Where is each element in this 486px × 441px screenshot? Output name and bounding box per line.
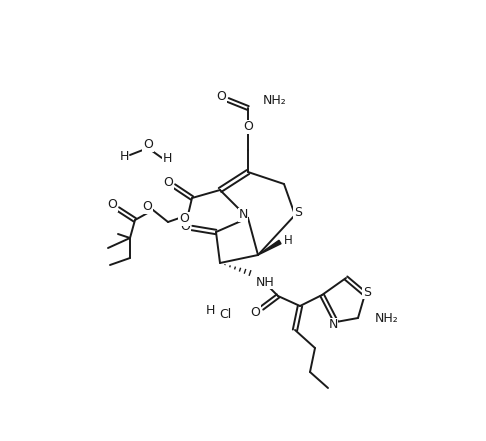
Text: NH₂: NH₂	[375, 313, 399, 325]
Polygon shape	[258, 240, 281, 255]
Text: O: O	[243, 120, 253, 134]
Text: O: O	[179, 213, 189, 225]
Text: S: S	[363, 285, 371, 299]
Text: S: S	[294, 206, 302, 220]
Text: H: H	[284, 233, 293, 247]
Text: Cl: Cl	[219, 307, 231, 321]
Text: O: O	[163, 176, 173, 190]
Text: O: O	[180, 220, 190, 232]
Text: NH₂: NH₂	[263, 94, 287, 108]
Text: O: O	[143, 138, 153, 152]
Text: N: N	[238, 209, 248, 221]
Text: O: O	[216, 90, 226, 104]
Text: O: O	[250, 306, 260, 318]
Text: H: H	[206, 303, 215, 317]
Text: NH: NH	[256, 276, 275, 288]
Text: O: O	[107, 198, 117, 212]
Text: N: N	[329, 318, 338, 332]
Text: H: H	[162, 153, 172, 165]
Text: O: O	[142, 201, 152, 213]
Text: H: H	[119, 149, 129, 162]
